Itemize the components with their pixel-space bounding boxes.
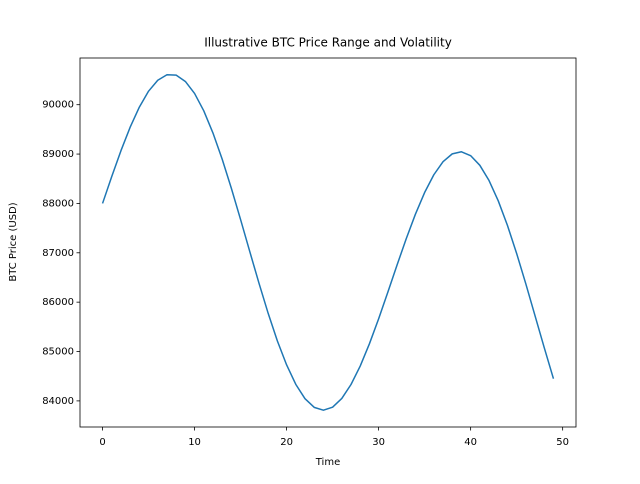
x-tick-label: 30	[372, 437, 385, 448]
x-axis-label: Time	[315, 457, 340, 468]
x-tick-label: 40	[464, 437, 477, 448]
y-tick-label: 90000	[42, 100, 74, 111]
x-tick-label: 20	[280, 437, 293, 448]
y-tick-label: 89000	[42, 149, 74, 160]
y-tick-label: 84000	[42, 396, 74, 407]
y-tick-label: 87000	[42, 248, 74, 259]
y-axis-label: BTC Price (USD)	[8, 202, 19, 281]
x-tick-label: 10	[188, 437, 201, 448]
x-tick-label: 50	[556, 437, 569, 448]
chart-title: Illustrative BTC Price Range and Volatil…	[204, 36, 452, 50]
line-series	[101, 74, 555, 411]
y-tick-label: 85000	[42, 347, 74, 358]
x-tick-label: 0	[99, 437, 105, 448]
axes-frame	[79, 57, 577, 428]
y-tick-label: 88000	[42, 198, 74, 209]
y-tick-label: 86000	[42, 297, 74, 308]
